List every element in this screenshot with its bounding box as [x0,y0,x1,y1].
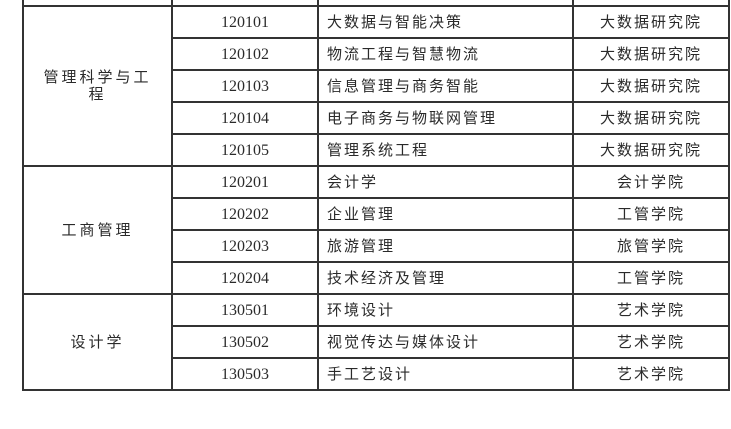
code-cell: 120103 [171,69,319,103]
college-cell: 艺术学院 [572,357,730,391]
major-cell: 物流工程与智慧物流 [317,37,574,71]
table-row: 130503 手工艺设计 艺术学院 [23,357,730,391]
major-cell: 企业管理 [317,197,574,231]
table-row: 120103 信息管理与商务智能 大数据研究院 [23,69,730,103]
college-cell: 大数据研究院 [572,101,730,135]
table-row: 工商管理 120201 会计学 会计学院 [22,165,730,295]
major-cell: 视觉传达与媒体设计 [317,325,574,359]
majors-table: 管理科学与工程 120101 大数据与智能决策 大数据研究院 120102 物流工程与智慧… [22,0,730,391]
major-cell: 环境设计 [317,293,574,327]
table-row: 120203 旅游管理 旅管学院 [23,229,730,263]
college-cell: 大数据研究院 [572,133,730,167]
table-row: 管理科学与工程 120101 大数据与智能决策 大数据研究院 [22,5,730,167]
major-cell: 大数据与智能决策 [317,5,574,39]
major-cell: 信息管理与商务智能 [317,69,574,103]
code-cell: 130503 [171,357,319,391]
table-row: 设计学 130501 环境设计 艺术学院 [22,293,730,391]
table-row: 130502 视觉传达与媒体设计 艺术学院 [23,325,730,359]
table-row: 120105 管理系统工程 大数据研究院 [23,133,730,167]
table-row: 120202 企业管理 工管学院 [23,197,730,231]
discipline-cell: 管理科学与工程 [22,5,173,167]
code-cell: 120101 [171,5,319,39]
college-cell: 大数据研究院 [572,5,730,39]
discipline-cell: 工商管理 [22,165,173,295]
code-cell: 120201 [171,165,319,199]
table-row: 120104 电子商务与物联网管理 大数据研究院 [23,101,730,135]
major-cell: 会计学 [317,165,574,199]
code-cell: 120104 [171,101,319,135]
code-cell: 120202 [171,197,319,231]
table-row: 120204 技术经济及管理 工管学院 [23,261,730,295]
college-cell: 艺术学院 [572,325,730,359]
major-cell: 电子商务与物联网管理 [317,101,574,135]
code-cell: 120204 [171,261,319,295]
major-cell: 管理系统工程 [317,133,574,167]
college-cell: 会计学院 [572,165,730,199]
college-cell: 旅管学院 [572,229,730,263]
code-cell: 120102 [171,37,319,71]
college-cell: 工管学院 [572,261,730,295]
table-row-partial [22,0,730,7]
college-cell: 大数据研究院 [572,37,730,71]
major-cell: 手工艺设计 [317,357,574,391]
code-cell: 120203 [171,229,319,263]
college-cell: 艺术学院 [572,293,730,327]
table-row: 120102 物流工程与智慧物流 大数据研究院 [23,37,730,71]
discipline-cell: 设计学 [22,293,173,391]
major-cell: 技术经济及管理 [317,261,574,295]
college-cell: 大数据研究院 [572,69,730,103]
code-cell: 130501 [171,293,319,327]
major-cell: 旅游管理 [317,229,574,263]
table-body: 管理科学与工程 120101 大数据与智能决策 大数据研究院 120102 物流工程与智慧… [22,0,730,391]
code-cell: 120105 [171,133,319,167]
college-cell: 工管学院 [572,197,730,231]
code-cell: 130502 [171,325,319,359]
